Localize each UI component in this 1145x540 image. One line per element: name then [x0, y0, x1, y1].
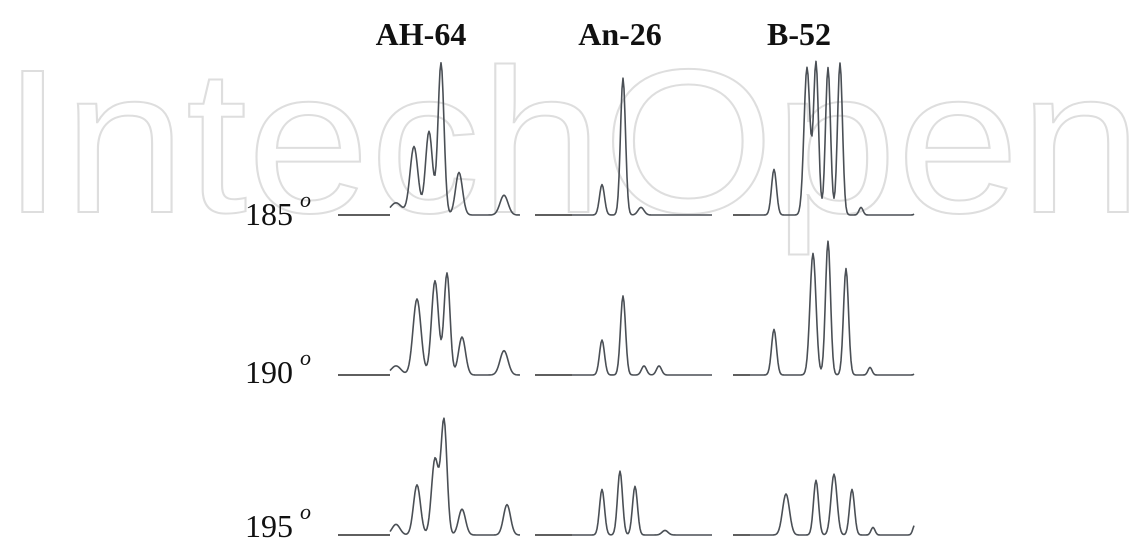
watermark-logo: IntechOpen — [2, 27, 1142, 256]
trace-ah64-185 — [389, 61, 521, 216]
trace-b52-190 — [750, 240, 915, 376]
trace-b52-185 — [750, 60, 915, 216]
trace-ah64-195 — [389, 417, 521, 536]
trace-an26-190 — [572, 295, 712, 376]
svg-text:185: 185 — [245, 196, 293, 232]
trace-group — [338, 60, 915, 536]
column-label-b52: B-52 — [767, 16, 831, 52]
svg-text:o: o — [300, 499, 311, 524]
column-label-an26: An-26 — [578, 16, 662, 52]
trace-b52-195 — [750, 473, 915, 536]
svg-text:195: 195 — [245, 508, 293, 540]
svg-text:o: o — [300, 187, 311, 212]
row-label-185: 185 o — [245, 187, 311, 232]
trace-ah64-190 — [389, 272, 521, 376]
column-label-ah64: AH-64 — [376, 16, 467, 52]
trace-an26-185 — [572, 77, 712, 216]
row-label-190: 190 o — [245, 345, 311, 390]
trace-an26-195 — [572, 470, 712, 536]
svg-text:o: o — [300, 345, 311, 370]
svg-text:190: 190 — [245, 354, 293, 390]
row-label-195: 195 o — [245, 499, 311, 540]
